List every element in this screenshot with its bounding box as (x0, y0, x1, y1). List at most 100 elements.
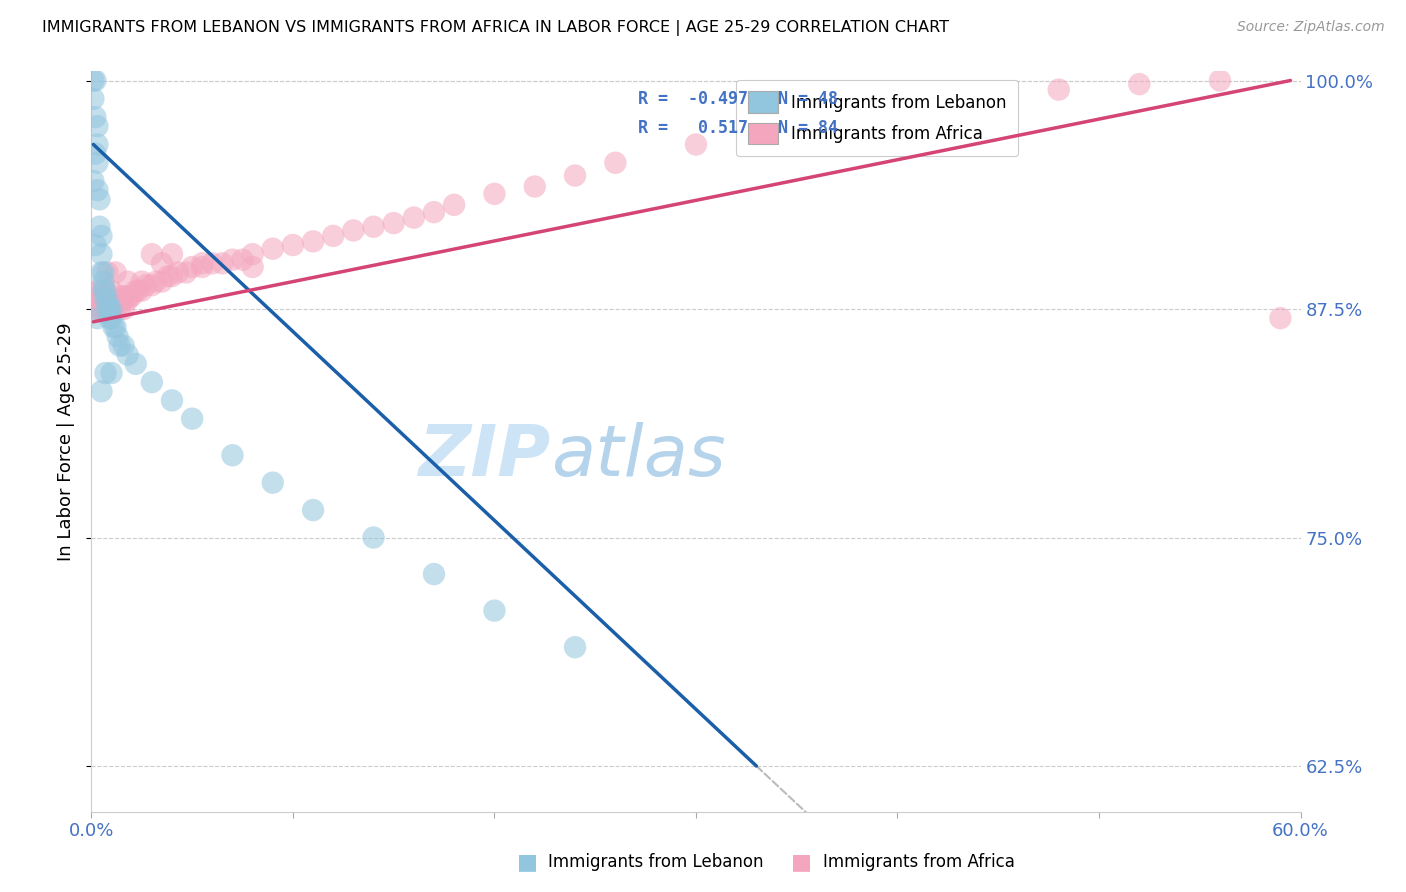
Point (103, 293, 125, 307)
Point (84, 110, 107, 124)
Point (156, 269, 179, 284)
Point (443, 198, 465, 212)
Legend: Immigrants from Lebanon, Immigrants from Africa: Immigrants from Lebanon, Immigrants from… (737, 79, 1018, 156)
Point (114, 289, 136, 303)
Point (125, 284, 148, 298)
Point (86, 301, 108, 316)
Point (160, 393, 183, 408)
Point (89, 219, 111, 234)
Point (1209, 73, 1232, 87)
Point (93, 275, 115, 289)
Point (86, 311, 108, 326)
Point (84, 238, 107, 252)
Point (141, 247, 163, 261)
Text: ■: ■ (517, 852, 537, 871)
Point (262, 242, 284, 256)
Text: ZIP: ZIP (419, 422, 551, 491)
Point (141, 278, 163, 293)
Point (98, 301, 121, 316)
Point (342, 223, 364, 237)
Point (160, 269, 183, 284)
Point (160, 247, 183, 261)
Point (93, 284, 115, 298)
Point (104, 320, 127, 334)
Text: R =  -0.497   N = 48: R = -0.497 N = 48 (638, 90, 838, 108)
Point (685, 137, 707, 152)
Point (104, 293, 127, 307)
Point (82, 92, 104, 106)
Point (605, 155, 627, 169)
Point (127, 284, 149, 298)
Text: Immigrants from Africa: Immigrants from Africa (823, 853, 1014, 871)
Point (484, 186, 506, 201)
Point (100, 301, 122, 316)
Point (402, 211, 425, 225)
Point (221, 448, 243, 462)
Point (90, 265, 112, 279)
Point (118, 289, 141, 303)
Point (302, 235, 325, 249)
Point (484, 604, 506, 618)
Point (112, 338, 135, 352)
Point (103, 301, 125, 316)
Point (806, 113, 828, 128)
Text: IMMIGRANTS FROM LEBANON VS IMMIGRANTS FROM AFRICA IN LABOR FORCE | AGE 25-29 COR: IMMIGRANTS FROM LEBANON VS IMMIGRANTS FR… (42, 20, 949, 36)
Point (231, 252, 253, 267)
Point (423, 567, 446, 582)
Point (94, 293, 117, 307)
Point (90, 247, 112, 261)
Point (967, 92, 990, 106)
Point (93, 284, 115, 298)
Point (94, 301, 117, 316)
Point (112, 293, 135, 307)
Point (98, 311, 121, 326)
Point (423, 205, 446, 219)
Point (1270, 311, 1292, 326)
Point (564, 169, 586, 183)
Point (886, 101, 908, 115)
Point (90, 293, 112, 307)
Point (745, 128, 768, 143)
Text: ■: ■ (792, 852, 811, 871)
Point (96, 293, 118, 307)
Point (96, 301, 118, 316)
Point (103, 320, 125, 334)
Point (107, 329, 129, 343)
Point (82, 174, 104, 188)
Point (111, 289, 132, 303)
Y-axis label: In Labor Force | Age 25-29: In Labor Force | Age 25-29 (58, 322, 76, 561)
Point (82, 73, 104, 87)
Point (121, 289, 143, 303)
Point (262, 475, 284, 490)
Point (86, 183, 108, 197)
Point (84, 293, 107, 307)
Point (98, 293, 121, 307)
Point (108, 338, 131, 352)
Point (104, 265, 127, 279)
Point (1128, 77, 1150, 91)
Point (100, 293, 122, 307)
Point (89, 301, 111, 316)
Point (94, 366, 117, 380)
Point (96, 265, 118, 279)
Point (94, 293, 117, 307)
Point (141, 375, 163, 389)
Point (84, 146, 107, 161)
Point (104, 301, 127, 316)
Point (382, 216, 405, 230)
Point (131, 275, 153, 289)
Point (564, 640, 586, 655)
Text: Immigrants from Lebanon: Immigrants from Lebanon (548, 853, 763, 871)
Point (100, 301, 122, 316)
Point (242, 247, 264, 261)
Point (86, 284, 108, 298)
Point (86, 155, 108, 169)
Point (86, 119, 108, 133)
Point (93, 265, 115, 279)
Point (131, 284, 153, 298)
Point (1047, 82, 1070, 96)
Point (112, 301, 135, 316)
Point (181, 260, 204, 274)
Point (145, 275, 167, 289)
Point (150, 256, 173, 270)
